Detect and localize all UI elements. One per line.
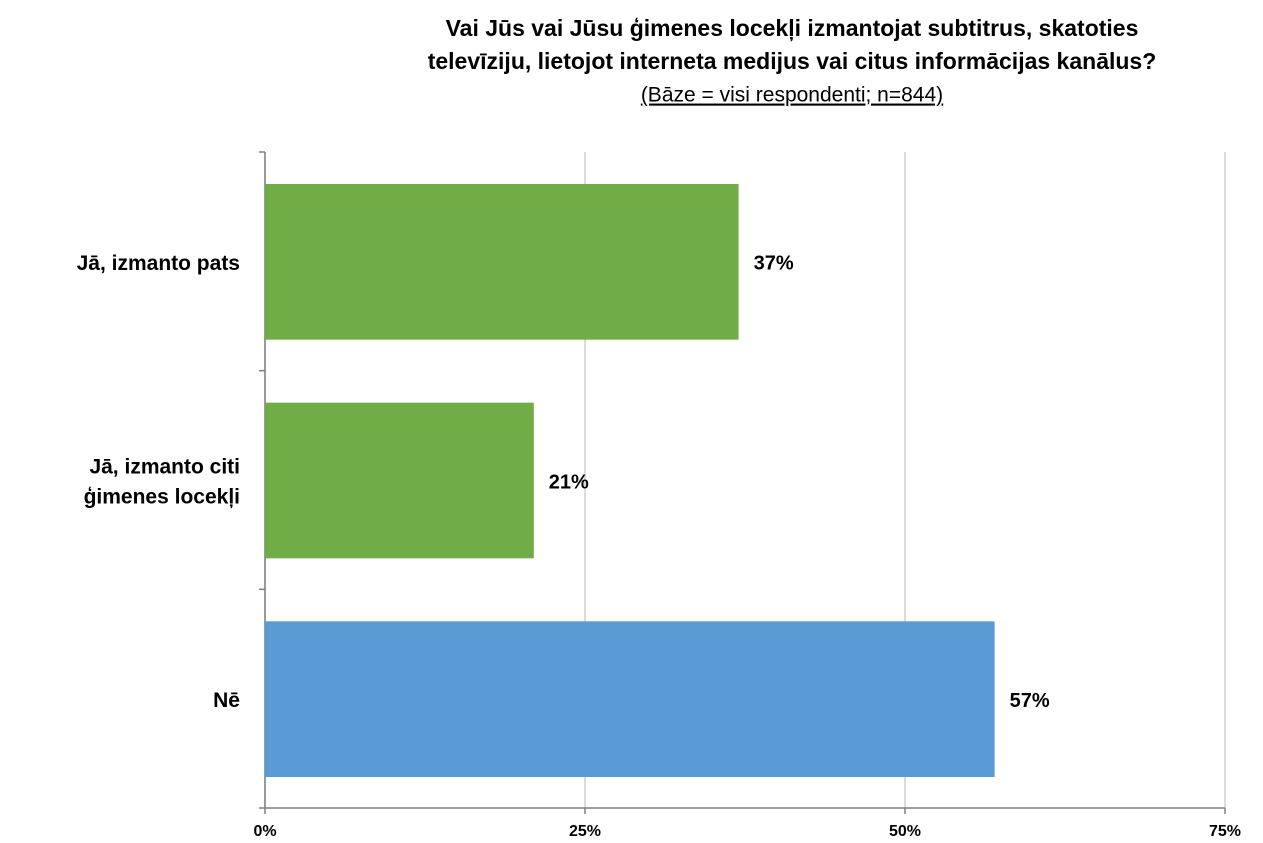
value-label: 57%: [1010, 690, 1050, 712]
x-tick-label: 25%: [569, 823, 601, 840]
bar: [265, 184, 739, 340]
y-tick-label: ģimenes locekļi: [84, 486, 240, 509]
x-tick-label: 0%: [253, 823, 276, 840]
chart-subtitle: (Bāze = visi respondenti; n=844): [641, 84, 943, 107]
chart-title: televīziju, lietojot interneta medijus v…: [428, 48, 1157, 74]
x-tick-label: 75%: [1209, 823, 1241, 840]
y-tick-label: Jā, izmanto citi: [89, 456, 240, 479]
value-label: 37%: [754, 253, 794, 275]
y-tick-label: Nē: [213, 689, 240, 712]
x-tick-label: 50%: [889, 823, 921, 840]
y-tick-label: Jā, izmanto pats: [77, 252, 240, 275]
bar: [265, 402, 534, 559]
chart-title: Vai Jūs vai Jūsu ģimenes locekļi izmanto…: [446, 15, 1139, 41]
bar: [265, 621, 995, 777]
value-label: 21%: [549, 471, 589, 493]
